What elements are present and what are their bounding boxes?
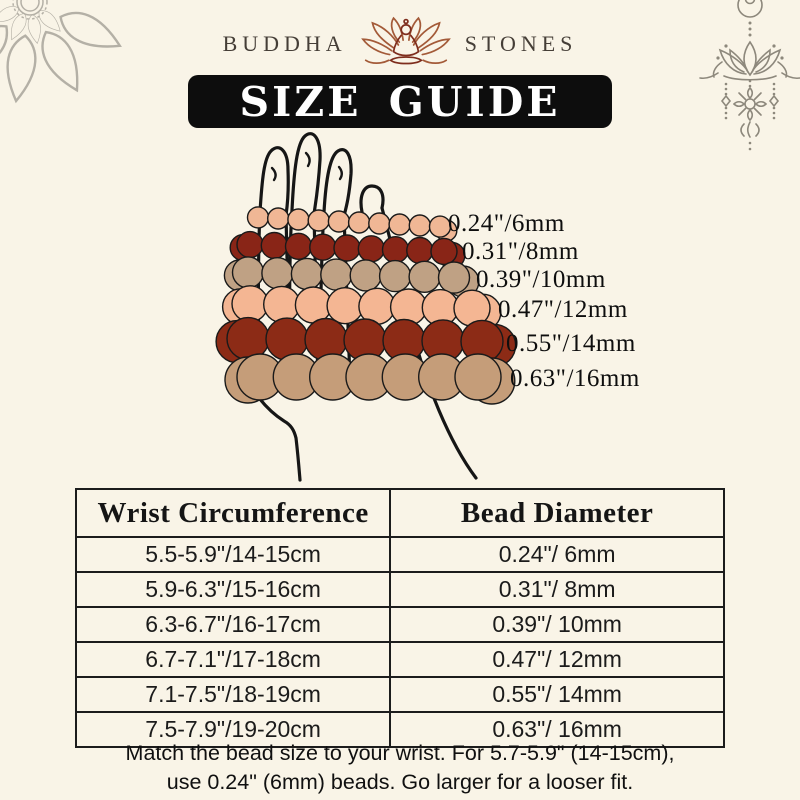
bracelet-size-label: 0.39"/10mm <box>476 266 606 293</box>
brand-word-left: BUDDHA <box>222 31 347 56</box>
size-table-cell: 0.24"/ 6mm <box>389 536 725 573</box>
size-table-row: 7.5-7.9"/19-20cm 0.63"/ 16mm <box>74 711 725 748</box>
size-table-row: 6.3-6.7"/16-17cm 0.39"/ 10mm <box>74 606 725 643</box>
brand-word-right: STONES <box>464 31 578 56</box>
bracelet-row-5 <box>215 316 517 368</box>
bead <box>290 257 324 291</box>
bead <box>381 235 410 264</box>
bead <box>261 257 294 290</box>
size-table-cell: 5.5-5.9"/14-15cm <box>74 536 392 573</box>
bead <box>284 232 313 261</box>
bead <box>378 259 412 293</box>
size-table-cell: 0.47"/ 12mm <box>389 641 725 678</box>
bead <box>226 316 270 361</box>
fitting-note-line1: Match the bead size to your wrist. For 5… <box>125 741 675 765</box>
size-table-cell: 0.55"/ 14mm <box>389 676 725 713</box>
bead <box>267 207 290 230</box>
bead <box>265 317 309 361</box>
bead <box>437 261 471 294</box>
size-table-cell: 5.9-6.3"/15-16cm <box>74 571 392 608</box>
size-table-cell: 7.1-7.5"/18-19cm <box>74 676 392 713</box>
size-table-header-cell: Bead Diameter <box>389 488 725 538</box>
size-table-row: 6.7-7.1"/17-18cm 0.47"/ 12mm <box>74 641 725 678</box>
bead <box>246 206 270 229</box>
bead <box>428 215 452 238</box>
size-table-head: Wrist Circumference Bead Diameter <box>74 488 725 538</box>
bracelet-row-1 <box>246 206 458 242</box>
bead <box>333 234 361 262</box>
bead <box>294 286 333 324</box>
bracelet-size-label: 0.47"/12mm <box>498 296 628 323</box>
bead <box>231 256 265 289</box>
bracelet-row-2 <box>229 230 466 270</box>
size-table-row: 5.5-5.9"/14-15cm 0.24"/ 6mm <box>74 536 725 573</box>
bead <box>309 233 337 261</box>
bead <box>260 231 288 260</box>
bracelet-size-label: 0.55"/14mm <box>506 330 636 357</box>
size-table-cell: 6.3-6.7"/16-17cm <box>74 606 392 643</box>
bead <box>307 209 330 232</box>
bracelet-row-3 <box>223 256 480 298</box>
bead <box>304 317 348 362</box>
size-table-row: 5.9-6.3"/15-16cm 0.31"/ 8mm <box>74 571 725 608</box>
bead <box>349 259 382 292</box>
bracelet-size-label: 0.24"/6mm <box>448 210 565 237</box>
bead <box>388 213 411 236</box>
bead <box>327 210 351 233</box>
bracelet-size-label: 0.63"/16mm <box>510 365 640 392</box>
size-table-body: 5.5-5.9"/14-15cm 0.24"/ 6mm 5.9-6.3"/15-16… <box>74 536 725 748</box>
size-table-cell: 0.39"/ 10mm <box>389 606 725 643</box>
fitting-note-line2: use 0.24" (6mm) beads. Go larger for a l… <box>166 769 634 794</box>
bead <box>287 208 310 231</box>
size-table-row: 7.1-7.5"/18-19cm 0.55"/ 14mm <box>74 676 725 713</box>
bracelet-row-4 <box>221 285 502 331</box>
bead <box>320 258 353 291</box>
bead <box>454 353 502 401</box>
page-title: SIZE GUIDE <box>239 77 561 126</box>
bracelet-strands <box>215 206 517 405</box>
bead <box>406 236 434 265</box>
size-table-cell: 0.31"/ 8mm <box>389 571 725 608</box>
bead <box>430 237 458 266</box>
size-table-cell: 6.7-7.1"/17-18cm <box>74 641 392 678</box>
bead <box>408 214 431 237</box>
size-table-cell: 0.63"/ 16mm <box>389 711 725 748</box>
bead <box>263 285 301 324</box>
brand-header: BUDDHA <box>0 14 800 74</box>
bead <box>347 211 371 234</box>
bracelet-size-label: 0.31"/8mm <box>462 238 579 265</box>
lotus-meditation-icon <box>360 16 451 65</box>
bead <box>368 212 391 235</box>
size-table-cell: 7.5-7.9"/19-20cm <box>74 711 392 748</box>
bead <box>408 260 441 293</box>
bead <box>326 287 364 325</box>
bead <box>357 235 385 263</box>
size-table-header-cell: Wrist Circumference <box>74 488 392 538</box>
bracelet-row-6 <box>224 353 516 405</box>
bead <box>236 230 264 259</box>
size-table: Wrist Circumference Bead Diameter 5.5-5.9… <box>74 488 725 748</box>
bead <box>231 285 269 323</box>
size-guide-banner: SIZE GUIDE <box>188 75 612 128</box>
fitting-note: Match the bead size to your wrist. For 5… <box>0 739 800 796</box>
